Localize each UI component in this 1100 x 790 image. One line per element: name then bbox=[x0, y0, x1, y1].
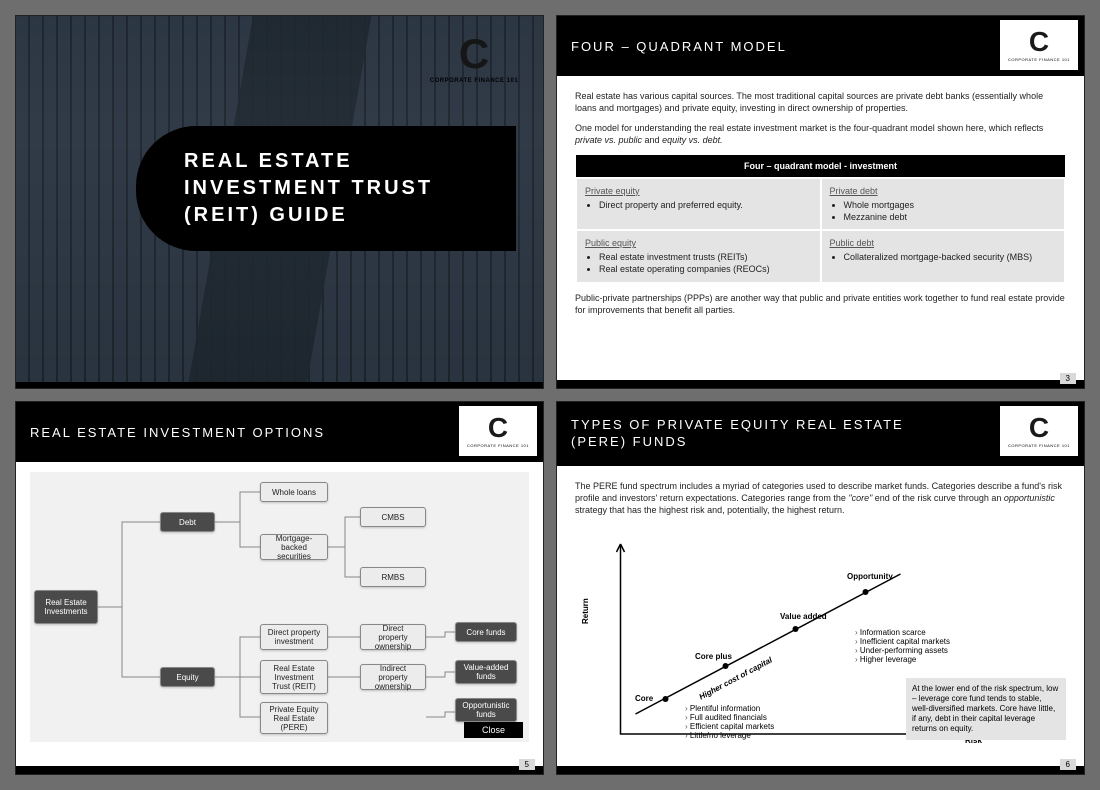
brand-logo: C CORPORATE FINANCE 101 bbox=[1000, 406, 1078, 456]
risk-return-chart: Return Risk Core Core plus Value added O… bbox=[575, 534, 1066, 764]
page-number: 3 bbox=[1060, 373, 1076, 384]
node-root: Real Estate Investments bbox=[34, 590, 98, 624]
close-button[interactable]: Close bbox=[464, 722, 523, 738]
cover-title-line1: REAL ESTATE bbox=[184, 150, 353, 172]
quadrant-table: Four – quadrant model - investment Priva… bbox=[575, 155, 1066, 284]
slide-header: FOUR – QUADRANT MODEL C CORPORATE FINANC… bbox=[557, 16, 1084, 76]
point-opportunity: Opportunity bbox=[847, 572, 893, 581]
point-core-plus: Core plus bbox=[695, 652, 732, 661]
para-ppp: Public-private partnerships (PPPs) are a… bbox=[575, 292, 1066, 316]
para-intro-2: One model for understanding the real est… bbox=[575, 122, 1066, 146]
slide-title: FOUR – QUADRANT MODEL bbox=[571, 39, 787, 54]
cover-title-line3: (REIT) GUIDE bbox=[184, 204, 348, 226]
node-debt: Debt bbox=[160, 512, 215, 532]
logo-name: CORPORATE FINANCE 101 bbox=[419, 78, 529, 84]
cover-title-line2: INVESTMENT TRUST bbox=[184, 177, 433, 199]
logo-letter: C bbox=[419, 30, 529, 78]
node-pere: Private Equity Real Estate (PERE) bbox=[260, 702, 328, 734]
slide-body: Real estate has various capital sources.… bbox=[557, 76, 1084, 340]
slide-header: TYPES OF PRIVATE EQUITY REAL ESTATE (PER… bbox=[557, 402, 1084, 466]
cell-public-debt: Public debt Collateralized mortgage-back… bbox=[821, 230, 1066, 282]
para-intro-1: Real estate has various capital sources.… bbox=[575, 90, 1066, 114]
page-number: 5 bbox=[519, 759, 535, 770]
slide-four-quadrant: FOUR – QUADRANT MODEL C CORPORATE FINANC… bbox=[556, 15, 1085, 389]
point-core: Core bbox=[635, 694, 653, 703]
slide-investment-options: REAL ESTATE INVESTMENT OPTIONS C CORPORA… bbox=[15, 401, 544, 775]
cell-public-equity: Public equity Real estate investment tru… bbox=[576, 230, 821, 282]
slide-header: REAL ESTATE INVESTMENT OPTIONS C CORPORA… bbox=[16, 402, 543, 462]
slide-intro: The PERE fund spectrum includes a myriad… bbox=[557, 466, 1084, 528]
node-dpo: Direct property ownership bbox=[360, 624, 426, 650]
note-box: At the lower end of the risk spectrum, l… bbox=[906, 678, 1066, 740]
slide-cover: C CORPORATE FINANCE 101 REAL ESTATE INVE… bbox=[15, 15, 544, 389]
point-value-added: Value added bbox=[780, 612, 827, 621]
slide-pere-funds: TYPES OF PRIVATE EQUITY REAL ESTATE (PER… bbox=[556, 401, 1085, 775]
node-rmbs: RMBS bbox=[360, 567, 426, 587]
slide-title: REAL ESTATE INVESTMENT OPTIONS bbox=[30, 425, 325, 440]
node-whole-loans: Whole loans bbox=[260, 482, 328, 502]
footer-rule bbox=[16, 766, 543, 774]
node-equity: Equity bbox=[160, 667, 215, 687]
legend-right: Information scarce Inefficient capital m… bbox=[855, 628, 950, 664]
node-mbs: Mortgage-backed securities bbox=[260, 534, 328, 560]
footer-rule bbox=[16, 382, 543, 388]
legend-left: Plentiful information Full audited finan… bbox=[685, 704, 774, 740]
table-header: Four – quadrant model - investment bbox=[576, 155, 1065, 178]
footer-rule bbox=[557, 766, 1084, 774]
cover-title: REAL ESTATE INVESTMENT TRUST (REIT) GUID… bbox=[136, 126, 516, 251]
node-core-funds: Core funds bbox=[455, 622, 517, 642]
node-ipo: Indirect property ownership bbox=[360, 664, 426, 690]
cell-private-equity: Private equity Direct property and prefe… bbox=[576, 178, 821, 230]
y-axis-label: Return bbox=[581, 599, 590, 625]
node-cmbs: CMBS bbox=[360, 507, 426, 527]
node-reit: Real Estate Investment Trust (REIT) bbox=[260, 660, 328, 694]
slide-title: TYPES OF PRIVATE EQUITY REAL ESTATE (PER… bbox=[571, 417, 951, 451]
page-number: 6 bbox=[1060, 759, 1076, 770]
footer-rule bbox=[557, 380, 1084, 388]
brand-logo: C CORPORATE FINANCE 101 bbox=[459, 406, 537, 456]
node-value-added: Value-added funds bbox=[455, 660, 517, 684]
cell-private-debt: Private debt Whole mortgages Mezzanine d… bbox=[821, 178, 1066, 230]
intro-para: The PERE fund spectrum includes a myriad… bbox=[575, 480, 1066, 516]
node-opportunistic: Opportunistic funds bbox=[455, 698, 517, 722]
brand-logo: C CORPORATE FINANCE 101 bbox=[419, 30, 529, 84]
node-dpi: Direct property investment bbox=[260, 624, 328, 650]
brand-logo: C CORPORATE FINANCE 101 bbox=[1000, 20, 1078, 70]
tree-diagram: Real Estate Investments Debt Equity Whol… bbox=[30, 472, 529, 742]
